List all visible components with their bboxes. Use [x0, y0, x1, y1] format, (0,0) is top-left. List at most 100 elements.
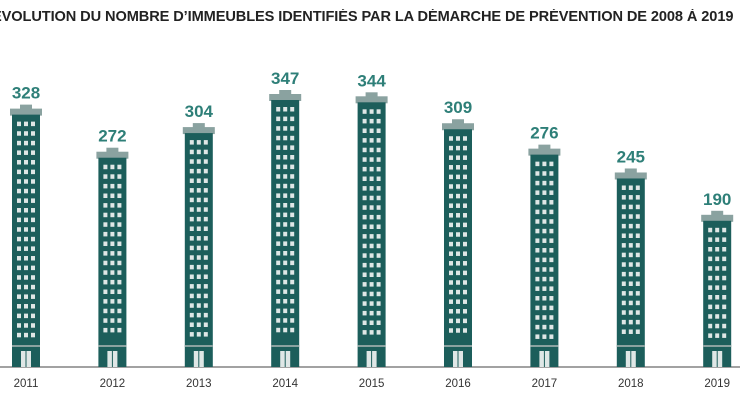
- bar-roof-top: [106, 147, 119, 153]
- bar-roof: [701, 214, 734, 222]
- bar-window: [535, 200, 540, 205]
- bar-window: [290, 231, 295, 237]
- bar-window: [110, 279, 115, 285]
- bar-window: [369, 320, 374, 326]
- bar-window: [621, 291, 626, 296]
- bar-window: [189, 264, 194, 270]
- bar-window: [722, 247, 727, 252]
- bar-window: [621, 185, 626, 190]
- bar-window: [24, 188, 28, 194]
- bar-base-band: [530, 345, 559, 347]
- bar-roof-top: [624, 168, 637, 174]
- bar-window: [31, 217, 35, 223]
- bar-window: [283, 116, 288, 122]
- bar-window: [535, 324, 540, 330]
- bar-base-band: [444, 345, 472, 347]
- bar-window: [456, 193, 460, 199]
- bar-window: [117, 327, 122, 333]
- bar-window: [463, 261, 467, 266]
- bar-window: [196, 226, 201, 231]
- bar-window: [283, 145, 288, 150]
- bar-window: [635, 329, 640, 334]
- bar-window: [715, 333, 720, 338]
- bar-window: [17, 121, 21, 127]
- bar-window: [549, 238, 554, 243]
- bar-window: [203, 159, 208, 164]
- bar-window: [449, 289, 453, 295]
- bar-window: [17, 284, 21, 290]
- bar-roof: [10, 108, 42, 116]
- bar-window: [621, 223, 626, 229]
- bar-window: [635, 262, 640, 267]
- bar-window: [362, 157, 367, 162]
- bar-window: [456, 280, 460, 285]
- bar-window: [17, 160, 21, 165]
- bar-window: [708, 323, 713, 329]
- bar-window: [196, 274, 201, 279]
- bar-window: [196, 149, 201, 155]
- bar-window: [17, 256, 21, 261]
- bar-window: [103, 164, 108, 170]
- bar-window: [549, 248, 554, 253]
- bar-window: [203, 303, 208, 308]
- building-bar-2019: [701, 210, 734, 367]
- bar-window: [542, 171, 547, 176]
- bar-window: [621, 252, 626, 258]
- bar-window: [542, 238, 547, 243]
- bar-window: [463, 203, 467, 208]
- bar-window: [189, 332, 194, 337]
- bar-window: [110, 327, 115, 333]
- bar-window: [24, 121, 28, 127]
- bar-window: [708, 275, 713, 281]
- bar-window: [549, 296, 554, 301]
- bar-window: [621, 329, 626, 334]
- bar-window: [456, 309, 460, 314]
- bar-window: [17, 179, 21, 184]
- bar-window: [635, 223, 640, 229]
- bar-window: [549, 324, 554, 330]
- bar-window: [290, 308, 295, 314]
- bar-roof: [182, 127, 215, 135]
- bar-base-band: [357, 345, 386, 347]
- bar-window: [24, 275, 28, 280]
- bar-window: [203, 197, 208, 203]
- bar-window: [203, 274, 208, 279]
- bar-window: [535, 228, 540, 234]
- bar-window: [17, 140, 21, 146]
- bar-window: [110, 164, 115, 170]
- bar-window: [362, 109, 367, 114]
- bar-window: [117, 222, 122, 227]
- bar-window: [103, 318, 108, 323]
- bar-window: [463, 280, 467, 285]
- bar-window: [189, 255, 194, 260]
- bar-window: [456, 251, 460, 256]
- bar-window: [535, 209, 540, 215]
- bar-window: [369, 234, 374, 239]
- bar-window: [628, 214, 633, 219]
- bar-window: [283, 135, 288, 141]
- x-tick-labels-group: 2011 2012 2013 2014 2015 2016 2017 2018 2019: [14, 378, 730, 390]
- bar-window: [376, 234, 381, 239]
- bar-window: [542, 296, 547, 301]
- bar-window: [376, 138, 381, 143]
- bar-window: [110, 289, 115, 295]
- building-bar-2017: [528, 144, 561, 367]
- bar-window: [110, 222, 115, 227]
- bar-window: [362, 166, 367, 172]
- bar-window: [290, 260, 295, 266]
- bar-window: [290, 327, 295, 333]
- bar-window: [722, 323, 727, 329]
- bar-window: [621, 243, 626, 248]
- bar-window: [535, 315, 540, 320]
- bar-window: [549, 190, 554, 195]
- bar-window: [110, 260, 115, 266]
- bar-window: [117, 174, 122, 179]
- bar-window: [362, 301, 367, 306]
- bar-window: [203, 216, 208, 222]
- bar-window: [283, 251, 288, 256]
- bar-window: [189, 293, 194, 299]
- bar-window: [463, 184, 467, 189]
- value-label-2011: 328: [12, 84, 40, 103]
- bar-window: [535, 267, 540, 272]
- bar-window: [17, 208, 21, 213]
